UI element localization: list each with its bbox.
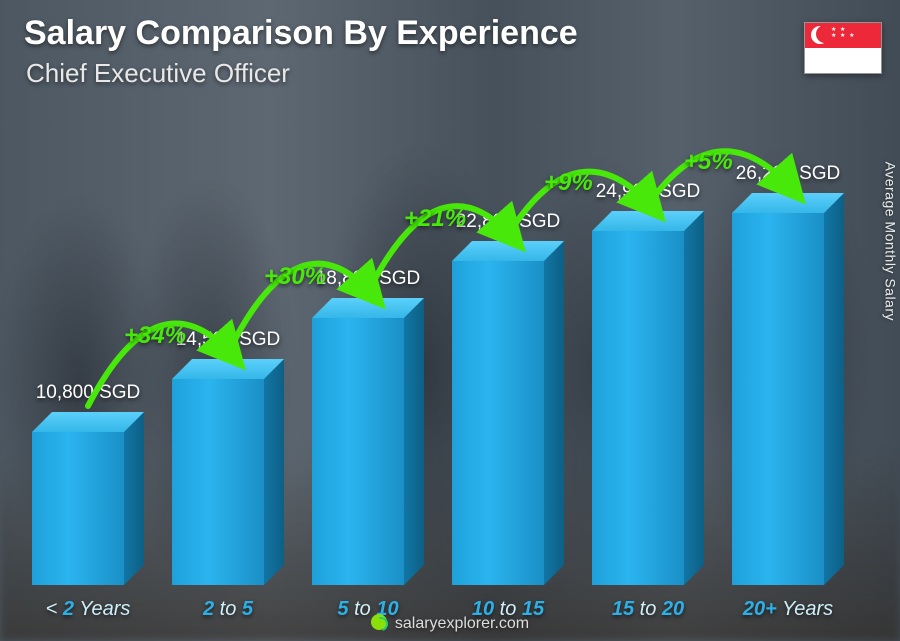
bar: 18,800 SGD5 to 10 xyxy=(312,298,424,585)
footer-site-text: salaryexplorer.com xyxy=(395,615,529,632)
bar: 22,800 SGD10 to 15 xyxy=(452,241,564,585)
page-subtitle: Chief Executive Officer xyxy=(26,58,290,89)
bar: 10,800 SGD< 2 Years xyxy=(32,412,144,585)
bar: 24,900 SGD15 to 20 xyxy=(592,211,704,585)
bar-value-label: 18,800 SGD xyxy=(288,268,448,290)
bar-chart: 10,800 SGD< 2 Years14,500 SGD2 to 518,80… xyxy=(0,115,900,585)
footer-attribution: salaryexplorer.com xyxy=(0,614,900,633)
salaryexplorer-logo-icon xyxy=(371,614,387,630)
bar: 26,200 SGD20+ Years xyxy=(732,193,844,585)
bar-value-label: 26,200 SGD xyxy=(708,163,868,185)
bar-value-label: 22,800 SGD xyxy=(428,211,588,233)
bar-value-label: 24,900 SGD xyxy=(568,181,728,203)
bar-value-label: 10,800 SGD xyxy=(8,382,168,404)
page-title: Salary Comparison By Experience xyxy=(24,14,578,53)
singapore-flag-icon: ★ ★★ ★ ★ xyxy=(804,22,882,74)
bar: 14,500 SGD2 to 5 xyxy=(172,359,284,585)
infographic-stage: Salary Comparison By Experience Chief Ex… xyxy=(0,0,900,641)
bar-value-label: 14,500 SGD xyxy=(148,329,308,351)
